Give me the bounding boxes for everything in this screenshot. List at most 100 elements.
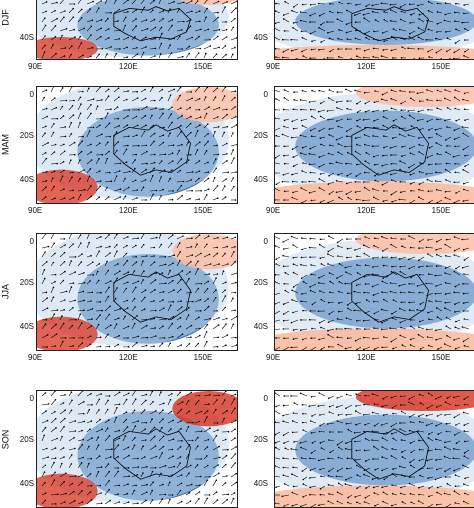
wind-vector-head [365,497,367,499]
wind-vector-head [79,178,81,180]
wind-vector-head [426,460,428,462]
wind-vector-head [356,103,358,105]
wind-vector-head [82,136,84,138]
wind-vector-head [46,297,48,299]
wind-vector-head [56,333,58,335]
wind-vector-head [347,337,349,339]
wind-vector-head [145,422,147,424]
wind-vector-head [336,328,338,330]
wind-vector-head [126,253,128,255]
wind-vector-head [418,27,420,29]
wind-vector-head [338,414,340,416]
wind-vector-head [63,426,65,428]
y-tick-label: 0 [12,91,34,99]
wind-vector-head [55,36,57,38]
wind-vector-head [217,422,219,424]
wind-vector-head [66,291,68,293]
wind-vector-head [182,235,184,237]
wind-vector-head [410,174,412,176]
wind-vector-head [226,160,228,162]
wind-vector-head [172,280,174,282]
wind-vector-head [73,16,75,18]
wind-vector-head [209,494,211,496]
wind-vector-head [464,345,466,347]
wind-vector-head [74,300,76,302]
wind-vector-head [374,505,376,507]
wind-vector-head [428,190,430,192]
wind-vector-head [227,449,229,451]
wind-vector-head [152,481,154,483]
wind-vector-head [92,261,94,263]
wind-vector-head [117,456,119,458]
wind-vector-head [173,144,175,146]
wind-vector-head [55,345,57,347]
x-tick-label: 120E [357,207,376,215]
wind-vector-head [411,125,413,127]
wind-vector-head [328,398,330,400]
wind-vector-head [110,280,112,282]
wind-vector-head [364,253,366,255]
wind-vector-head [318,405,320,407]
wind-vector-head [309,21,311,23]
wind-vector-head [327,263,329,265]
wind-vector-head [336,277,338,279]
wind-vector-head [446,239,448,241]
wind-vector-head [109,252,111,254]
wind-vector-head [217,12,219,14]
wind-vector-head [435,449,437,451]
wind-vector-head [45,25,47,27]
wind-vector-head [292,312,294,314]
wind-vector-head [401,11,403,13]
wind-vector-head [89,176,91,178]
wind-vector-head [109,122,111,124]
wind-vector-head [373,446,375,448]
wind-vector-head [282,421,284,423]
wind-vector-head [373,31,375,33]
y-tick-label: 40S [12,480,34,488]
wind-vector-head [301,278,303,280]
wind-vector-head [283,174,285,176]
wind-vector-head [98,280,100,282]
wind-vector-head [117,467,119,469]
wind-vector-head [205,53,207,55]
wind-vector-head [108,196,110,198]
wind-vector-head [374,180,376,182]
wind-vector-head [81,261,83,263]
wind-vector-head [327,32,329,34]
wind-vector-head [329,292,331,294]
wind-vector-head [283,18,285,20]
wind-vector-head [426,425,428,427]
wind-vector-head [300,152,302,154]
wind-vector-head [283,14,285,16]
wind-vector-head [83,169,85,171]
wind-vector-head [162,299,164,301]
wind-vector-head [200,299,202,301]
wind-vector-head [327,110,329,112]
wind-vector-head [346,32,348,34]
wind-vector-head [320,173,322,175]
wind-vector-head [418,111,420,113]
wind-vector-head [309,192,311,194]
wind-vector-head [46,108,48,110]
wind-vector-head [45,410,47,412]
wind-vector-head [181,501,183,503]
y-tick-label: 40S [246,323,268,331]
x-tick-label: 90E [28,63,42,71]
wind-vector-head [44,51,46,53]
wind-vector-head [83,300,85,302]
wind-vector-head [208,171,210,173]
wind-vector-head [364,92,366,94]
wind-vector-head [381,329,383,331]
wind-vector-head [118,444,120,446]
wind-vector-head [382,437,384,439]
wind-vector-head [292,505,294,507]
wind-vector-head [44,500,46,502]
wind-vector-head [128,326,130,328]
wind-vector-head [464,28,466,30]
wind-vector-head [181,48,183,50]
wind-vector-head [374,425,376,427]
wind-vector-head [402,344,404,346]
wind-vector-head [74,500,76,502]
wind-vector-head [309,15,311,17]
wind-vector-head [180,392,182,394]
